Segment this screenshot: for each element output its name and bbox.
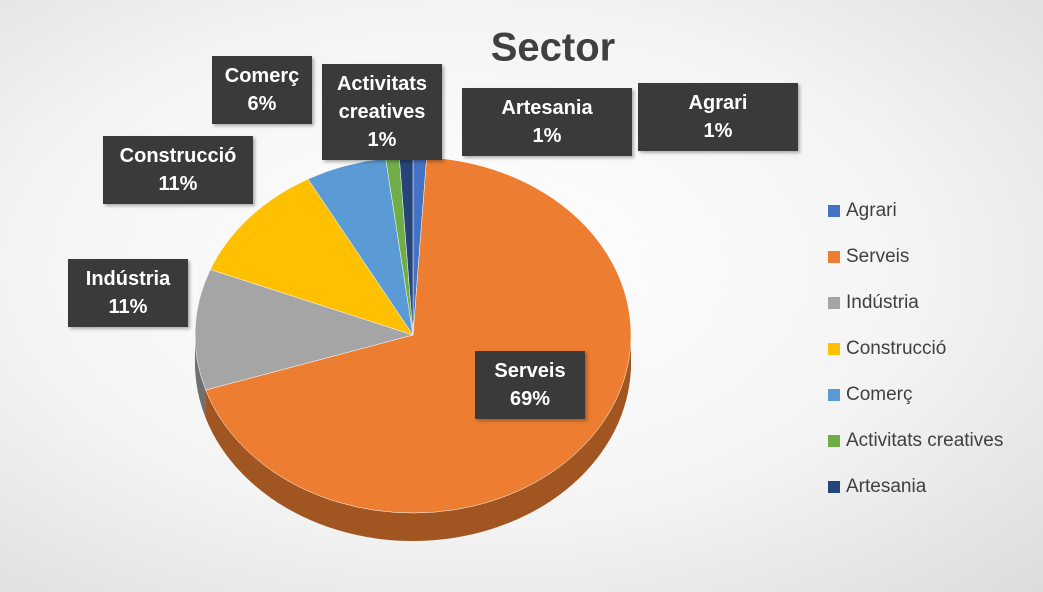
legend-label: Activitats creatives xyxy=(846,430,1003,451)
data-label-category: Artesania xyxy=(501,97,593,119)
data-label: Artesania 1% xyxy=(462,88,632,156)
legend-label: Indústria xyxy=(846,292,919,313)
legend-swatch xyxy=(828,343,840,355)
data-label-category: Activitats creatives xyxy=(336,73,428,123)
legend-label: Artesania xyxy=(846,476,927,497)
legend-swatch xyxy=(828,389,840,401)
legend-label: Comerç xyxy=(846,384,913,405)
data-label: Activitats creatives 1% xyxy=(322,64,442,160)
legend-swatch xyxy=(828,481,840,493)
data-label-category: Construcció xyxy=(119,145,237,167)
data-label-value: 11% xyxy=(108,296,148,318)
slice xyxy=(209,178,414,336)
data-label-category: Serveis xyxy=(494,360,566,382)
legend-label: Construcció xyxy=(846,338,946,359)
legend-swatch xyxy=(828,297,840,309)
data-label: Indústria 11% xyxy=(68,259,188,327)
data-label-value: 1% xyxy=(367,129,397,151)
slice xyxy=(194,269,414,391)
legend-label: Serveis xyxy=(846,246,909,267)
data-label: Comerç 6% xyxy=(212,56,312,124)
legend-swatch xyxy=(828,435,840,447)
slice xyxy=(205,157,632,514)
data-label-value: 1% xyxy=(703,120,733,142)
data-label-value: 6% xyxy=(247,93,277,115)
data-label-category: Indústria xyxy=(85,268,171,290)
data-label: Agrari 1% xyxy=(638,83,798,151)
legend-swatch xyxy=(828,251,840,263)
data-label-value: 1% xyxy=(532,125,562,147)
data-label-value: 69% xyxy=(509,388,551,410)
data-label-category: Comerç xyxy=(224,65,300,87)
data-label-category: Agrari xyxy=(688,92,748,114)
chart-title: Sector xyxy=(491,26,616,70)
legend-swatch xyxy=(828,205,840,217)
data-label: Construcció 11% xyxy=(103,136,253,204)
legend-label: Agrari xyxy=(846,200,897,221)
data-label-value: 11% xyxy=(158,173,198,195)
data-label: Serveis 69% xyxy=(475,351,585,419)
